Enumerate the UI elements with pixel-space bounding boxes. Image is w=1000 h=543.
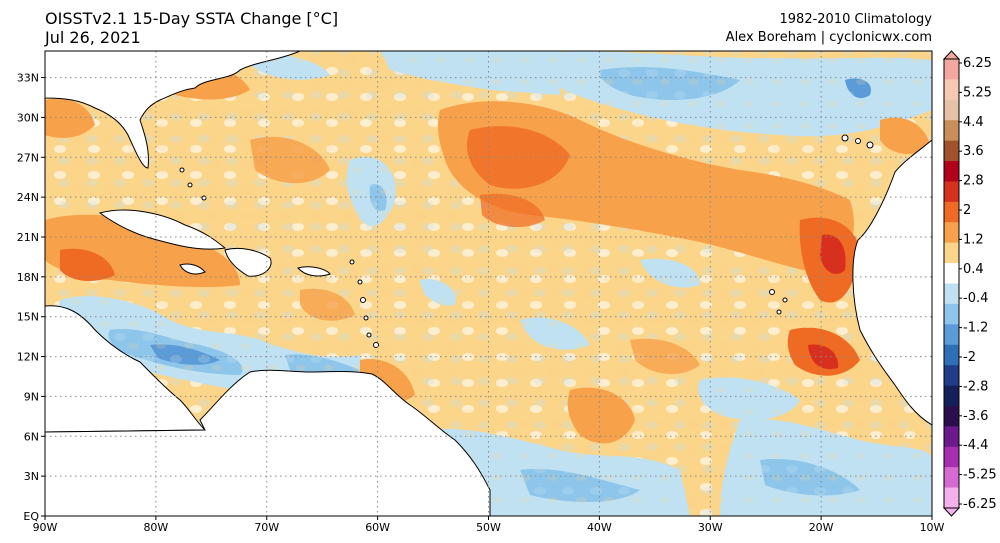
colorbar-segment: [944, 303, 959, 325]
longitude-ticks: 90W 80W 70W 60W 50W 40W 30W 20W 10W: [33, 516, 945, 534]
lat-tick-label: 27N: [17, 151, 39, 164]
title-line-1: OISSTv2.1 15-Day SSTA Change [°C]: [45, 9, 339, 28]
lat-tick-label: EQ: [23, 510, 39, 523]
lon-tick-label: 80W: [143, 521, 168, 534]
colorbar-label: 4.4: [963, 115, 984, 130]
colorbar-segment: [944, 242, 959, 264]
credits: 1982-2010 Climatology Alex Boreham | cyc…: [726, 11, 932, 47]
lon-tick-label: 20W: [809, 521, 834, 534]
colorbar-segment: [944, 385, 959, 407]
colorbar-label: -4.4: [963, 438, 988, 453]
colorbar-segment: [944, 467, 959, 488]
colorbar-label: 0.4: [963, 262, 984, 277]
climatology-label: 1982-2010 Climatology: [779, 12, 932, 27]
colorbar-label: 2.8: [963, 174, 984, 189]
colorbar-label: 5.25: [963, 85, 992, 100]
colorbar-segment: [944, 222, 959, 243]
lat-tick-label: 18N: [17, 271, 39, 284]
colorbar-frame: [943, 58, 960, 509]
colorbar: 6.25 5.25 4.4 3.6 2.8 2 1.2 0.4 -0.4 -1.2 -2 -2.8 -3…: [942, 50, 997, 517]
lat-tick-label: 3N: [24, 470, 39, 483]
lon-tick-label: 70W: [254, 521, 279, 534]
colorbar-segment: [944, 161, 959, 182]
lat-tick-label: 24N: [17, 191, 39, 204]
colorbar-segment: [944, 405, 959, 427]
colorbar-label: -2.8: [963, 379, 988, 394]
lat-tick-label: 15N: [17, 311, 39, 324]
colorbar-segment: [944, 263, 959, 284]
anomaly-field: [45, 51, 932, 516]
colorbar-segment: [944, 181, 959, 203]
colorbar-label: -0.4: [963, 291, 988, 306]
title-line-2: Jul 26, 2021: [45, 28, 141, 47]
colorbar-segment: [944, 365, 959, 386]
colorbar-segment: [944, 99, 959, 121]
colorbar-label: -6.25: [963, 497, 997, 512]
colorbar-segment: [944, 446, 959, 468]
latitude-ticks: 33N 30N 27N 24N 21N 18N 15N 12N 9N 6N 3N EQ: [17, 72, 45, 523]
colorbar-segment: [944, 324, 959, 346]
colorbar-segment: [944, 201, 959, 223]
colorbar-label: 2: [963, 203, 971, 218]
map-title: OISSTv2.1 15-Day SSTA Change [°C] Jul 26…: [45, 9, 338, 47]
colorbar-label: -2: [963, 350, 976, 365]
colorbar-label: 6.25: [963, 56, 992, 71]
lon-tick-label: 10W: [920, 521, 945, 534]
lat-tick-label: 21N: [17, 231, 39, 244]
colorbar-extend-bottom: [942, 507, 961, 517]
colorbar-segment: [944, 283, 959, 305]
colorbar-label: -5.25: [963, 468, 997, 483]
land-masses: [45, 51, 932, 516]
lon-tick-label: 60W: [365, 521, 390, 534]
colorbar-label: 1.2: [963, 232, 984, 247]
colorbar-label: -1.2: [963, 321, 988, 336]
colorbar-extend-top: [942, 50, 961, 60]
colorbar-segment: [944, 79, 959, 101]
lon-tick-label: 40W: [587, 521, 612, 534]
colorbar-segment: [944, 59, 959, 80]
colorbar-segment: [944, 140, 959, 162]
islands: [179, 134, 874, 348]
author-label: Alex Boreham | cyclonicwx.com: [725, 30, 932, 45]
colorbar-label: 3.6: [963, 144, 984, 159]
colorbar-segment: [944, 120, 959, 141]
colorbar-segment: [944, 426, 959, 448]
lat-tick-label: 12N: [17, 351, 39, 364]
lat-tick-label: 6N: [24, 430, 39, 443]
colorbar-segment: [944, 344, 959, 366]
lon-tick-label: 50W: [476, 521, 501, 534]
lat-tick-label: 30N: [17, 111, 39, 124]
colorbar-label: -3.6: [963, 409, 988, 424]
colorbar-segment: [944, 487, 959, 509]
lon-tick-label: 30W: [698, 521, 723, 534]
lat-tick-label: 33N: [17, 72, 39, 85]
lon-tick-label: 90W: [33, 521, 58, 534]
lat-tick-label: 9N: [24, 390, 39, 403]
